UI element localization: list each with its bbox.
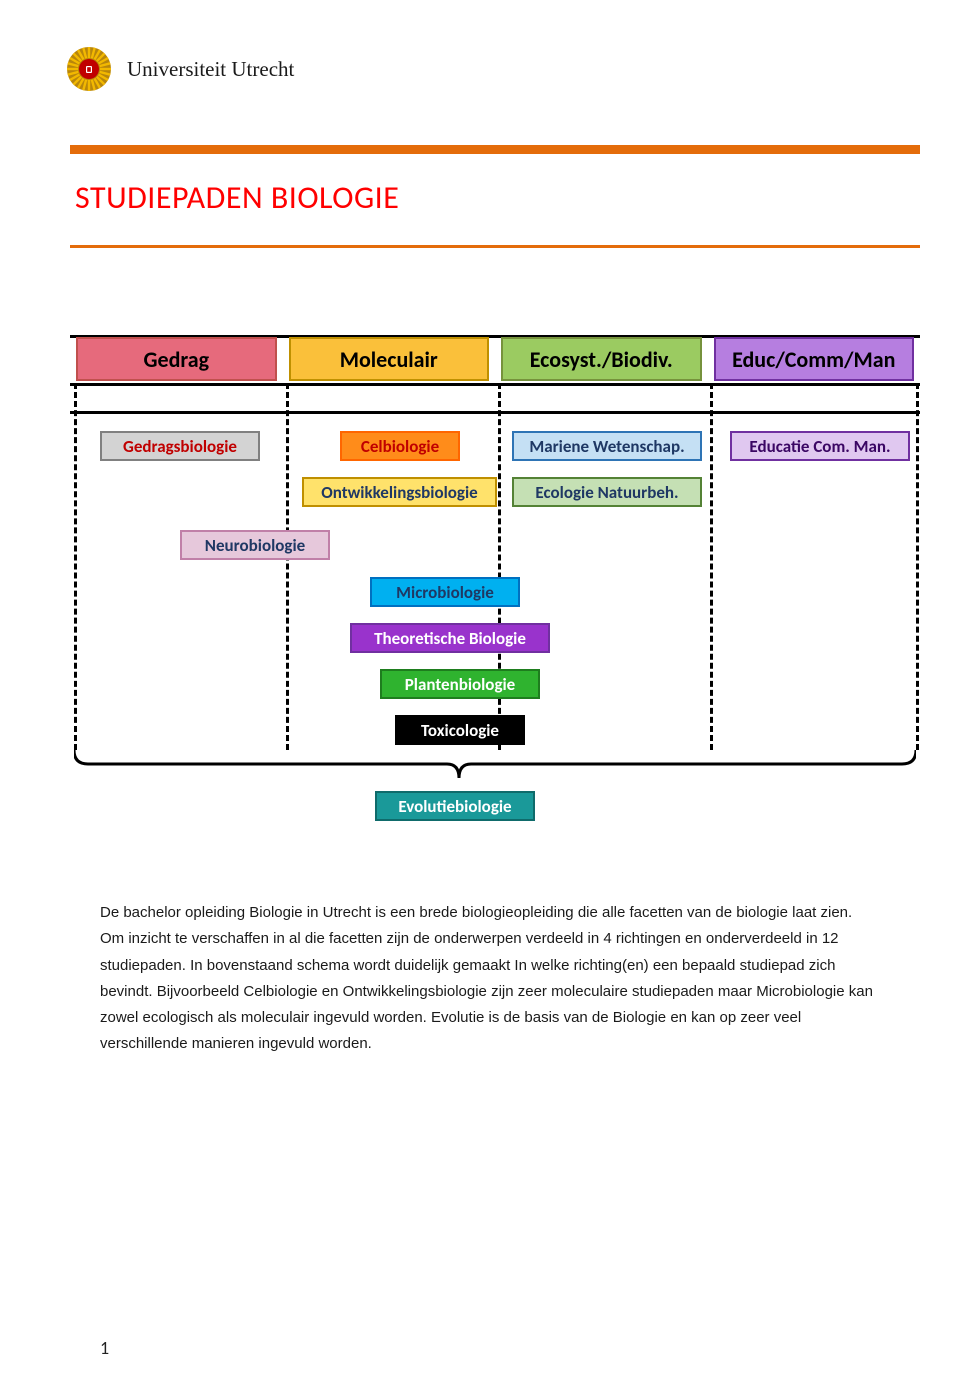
studiepaden-diagram: Gedrag MoleculairEcosyst./Biodiv. Educ/Com… [70,335,920,805]
studiepad-node-2: Mariene Wetenschap. [512,431,702,461]
studiepad-node-8: Theoretische Biologie [350,623,550,653]
page-number: 1 [100,1337,109,1359]
top-accent-bar [70,145,920,154]
studiepad-node-11: Evolutiebiologie [375,791,535,821]
page: Universiteit Utrecht STUDIEPADEN BIOLOGI… [0,0,960,1387]
category-3: Educ/Comm/Man [714,337,915,381]
studiepad-node-6: Neurobiologie [180,530,330,560]
studiepad-node-7: Microbiologie [370,577,520,607]
studiepad-node-4: Ontwikkelingsbiologie [302,477,497,507]
studiepad-node-0: Gedragsbiologie [100,431,260,461]
category-2: Ecosyst./Biodiv. [501,337,702,381]
category-row: Gedrag MoleculairEcosyst./Biodiv. Educ/Com… [70,337,920,381]
page-title: STUDIEPADEN BIOLOGIE [75,178,399,217]
mid-accent-bar [70,245,920,248]
studiepad-node-1: Celbiologie [340,431,460,461]
page-header: Universiteit Utrecht [65,45,294,93]
studiepad-node-5: Ecologie Natuurbeh. [512,477,702,507]
body-paragraph: De bachelor opleiding Biologie in Utrech… [100,900,880,1058]
category-0: Gedrag [76,337,277,381]
university-logo-icon [65,45,113,93]
studiepad-node-3: Educatie Com. Man. [730,431,910,461]
studiepad-node-10: Toxicologie [395,715,525,745]
category-1: Moleculair [289,337,490,381]
curly-brace-icon [74,750,916,778]
studiepad-node-9: Plantenbiologie [380,669,540,699]
university-name: Universiteit Utrecht [127,57,294,82]
